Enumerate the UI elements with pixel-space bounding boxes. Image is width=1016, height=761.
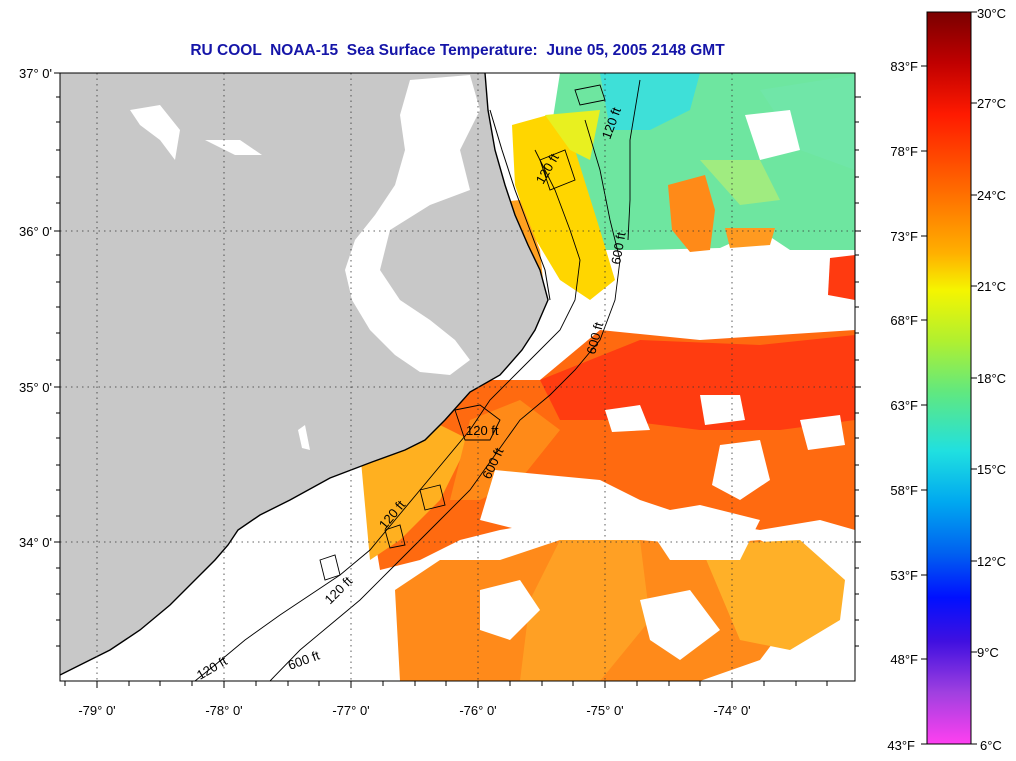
colorbar-fahrenheit-label: 43°F: [887, 738, 915, 753]
colorbar-celsius-label: 6°C: [980, 738, 1002, 753]
longitude-label: -75° 0': [586, 703, 623, 718]
colorbar-celsius-label: 15°C: [977, 462, 1006, 477]
longitude-label: -78° 0': [205, 703, 242, 718]
colorbar-celsius-label: 12°C: [977, 554, 1006, 569]
latitude-label: 37° 0': [19, 66, 52, 81]
colorbar-celsius-label: 21°C: [977, 279, 1006, 294]
isobath-contours: [194, 79, 641, 681]
map-title: RU COOL NOAA-15 Sea Surface Temperature:…: [190, 42, 725, 59]
colorbar-celsius-label: 27°C: [977, 96, 1006, 111]
colorbar-celsius-label: 24°C: [977, 188, 1006, 203]
colorbar-celsius-label: 30°C: [977, 6, 1006, 21]
longitude-label: -79° 0': [78, 703, 115, 718]
colorbar-fahrenheit-label: 48°F: [890, 652, 918, 667]
colorbar-celsius-label: 18°C: [977, 371, 1006, 386]
latitude-label: 34° 0': [19, 535, 52, 550]
longitude-label: -77° 0': [332, 703, 369, 718]
colorbar-celsius-label: 9°C: [977, 645, 999, 660]
colorbar-fahrenheit-label: 68°F: [890, 313, 918, 328]
longitude-label: -74° 0': [713, 703, 750, 718]
map-frame: [59, 72, 856, 682]
axis-ticks: [54, 72, 861, 688]
colorbar-ticks: [921, 11, 977, 745]
colorbar-fahrenheit-label: 73°F: [890, 229, 918, 244]
colorbar-fahrenheit-label: 78°F: [890, 144, 918, 159]
colorbar: [926, 11, 972, 745]
colorbar-fahrenheit-label: 58°F: [890, 483, 918, 498]
latitude-label: 35° 0': [19, 380, 52, 395]
sst-field: 120 ft 120 ft 120 ft 120 ft 120 ft 120 f…: [60, 73, 855, 681]
isobath-label: 600 ft: [608, 231, 628, 266]
latitude-label: 36° 0': [19, 224, 52, 239]
colorbar-fahrenheit-label: 63°F: [890, 398, 918, 413]
colorbar-fahrenheit-label: 53°F: [890, 568, 918, 583]
graticule: [60, 73, 855, 681]
isobath-label: 120 ft: [466, 423, 499, 438]
colorbar-fahrenheit-label: 83°F: [890, 59, 918, 74]
land-area: [60, 73, 548, 675]
longitude-label: -76° 0': [459, 703, 496, 718]
